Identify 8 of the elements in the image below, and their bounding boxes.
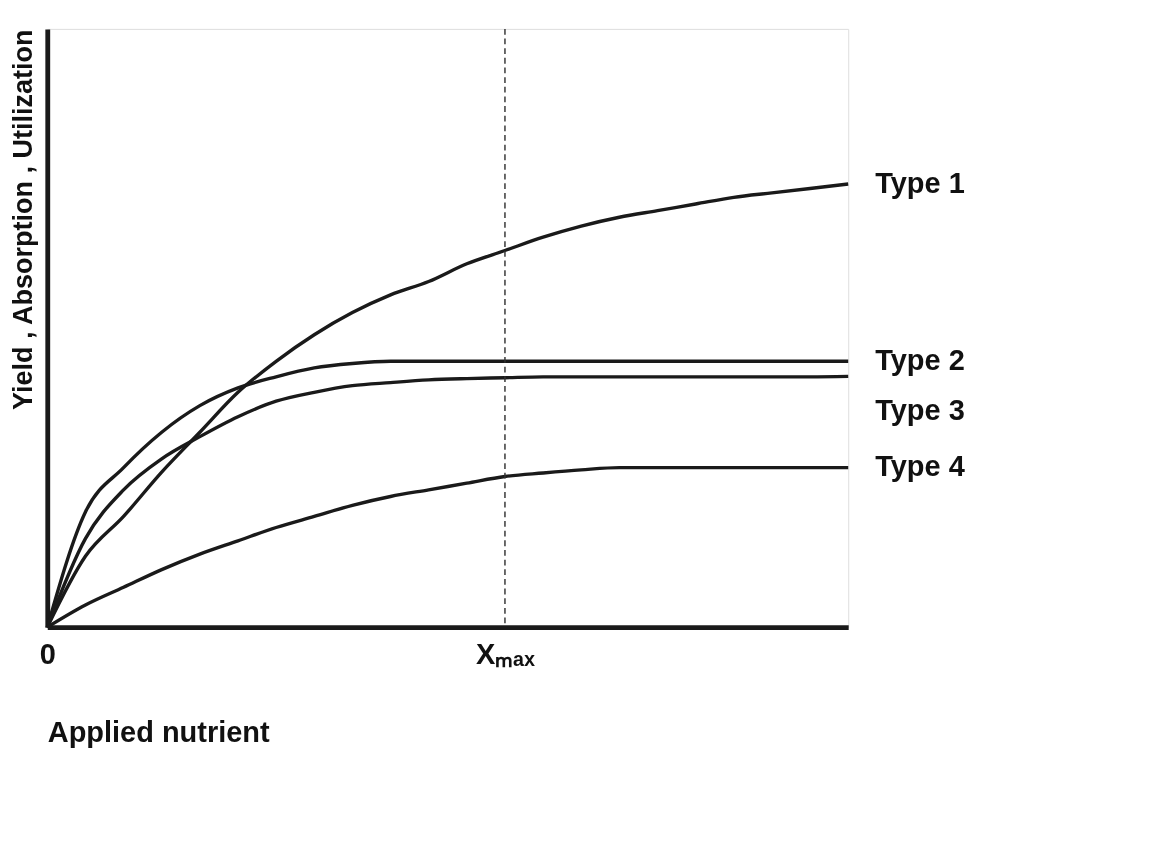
series-label: Type 3 xyxy=(875,394,965,427)
series-label: Type 1 xyxy=(875,166,965,199)
x-tick-label: 0 xyxy=(39,638,56,671)
series-label: Type 2 xyxy=(875,343,965,376)
series-label: Type 4 xyxy=(875,450,965,483)
y-axis-title: Yield , Absorption , Utilization xyxy=(8,29,39,410)
x-tick-label: Xₘₐₓ xyxy=(476,638,536,671)
x-axis-title: Applied nutrient xyxy=(47,715,270,748)
